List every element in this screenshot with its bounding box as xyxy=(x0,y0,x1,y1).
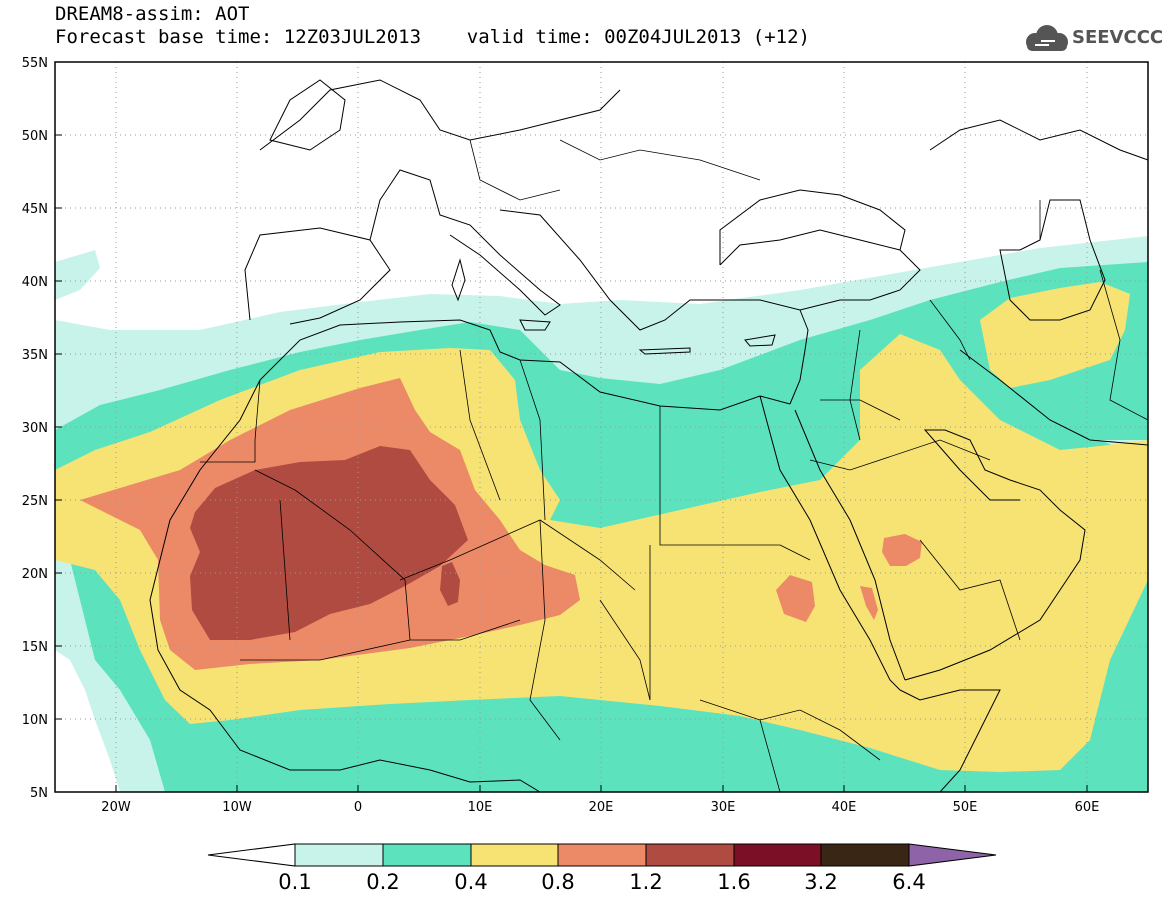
aot-region-0.8-arabia xyxy=(882,534,922,566)
colorbar-level-label: 0.4 xyxy=(454,870,488,894)
colorbar-under-arrow xyxy=(207,843,296,867)
colorbar-level-label: 3.2 xyxy=(804,870,838,894)
latitude-labels: 55N 50N 45N 40N 35N 30N 25N 20N 15N 10N … xyxy=(22,56,48,801)
lon-label: 10E xyxy=(468,800,493,815)
lat-label: 5N xyxy=(30,786,48,801)
lon-label: 20E xyxy=(589,800,614,815)
aot-region-0.1-west xyxy=(55,250,100,300)
colorbar-swatch xyxy=(733,843,822,867)
longitude-labels: 20W 10W 0 10E 20E 30E 40E 50E 60E xyxy=(101,800,1099,815)
colorbar xyxy=(207,843,997,867)
colorbar-swatch xyxy=(557,843,647,867)
lon-label: 20W xyxy=(101,800,131,815)
forecast-time-subtitle: Forecast base time: 12Z03JUL2013 valid t… xyxy=(55,26,810,48)
cloud-icon xyxy=(1026,25,1068,51)
colorbar-level-label: 1.2 xyxy=(629,870,663,894)
colorbar-level-label: 0.1 xyxy=(278,870,312,894)
lat-label: 15N xyxy=(22,640,48,655)
lat-label: 45N xyxy=(22,202,48,217)
map-title: DREAM8-assim: AOT xyxy=(55,3,250,25)
lon-label: 50E xyxy=(953,800,978,815)
lon-label: 60E xyxy=(1075,800,1100,815)
lon-label: 10W xyxy=(222,800,252,815)
colorbar-swatch xyxy=(645,843,735,867)
country-borders xyxy=(200,139,1148,792)
coastlines xyxy=(149,79,1148,792)
seevccc-logo-text: SEEVCCC xyxy=(1072,27,1164,48)
colorbar-over-arrow xyxy=(908,843,997,867)
lat-label: 30N xyxy=(22,421,48,436)
lat-label: 50N xyxy=(22,129,48,144)
colorbar-swatch xyxy=(470,843,559,867)
lat-label: 35N xyxy=(22,348,48,363)
colorbar-level-label: 0.2 xyxy=(366,870,400,894)
colorbar-swatch xyxy=(820,843,910,867)
aot-region-1.2 xyxy=(190,446,468,640)
lat-label: 20N xyxy=(22,567,48,582)
lat-label: 25N xyxy=(22,494,48,509)
axis-ticks xyxy=(55,61,1088,793)
lat-label: 10N xyxy=(22,713,48,728)
lon-label: 30E xyxy=(711,800,736,815)
lat-label: 55N xyxy=(22,56,48,71)
aot-region-0.8-redsea xyxy=(860,586,878,620)
colorbar-level-label: 0.8 xyxy=(541,870,575,894)
colorbar-swatch xyxy=(382,843,472,867)
aot-region-0.8-africa-east xyxy=(776,575,815,622)
colorbar-level-label: 6.4 xyxy=(892,870,926,894)
lat-label: 40N xyxy=(22,275,48,290)
lon-label: 40E xyxy=(832,800,857,815)
colorbar-swatch xyxy=(294,843,384,867)
colorbar-level-label: 1.6 xyxy=(717,870,751,894)
aot-region-0.4-caspian xyxy=(980,282,1130,388)
lon-label: 0 xyxy=(354,800,362,815)
